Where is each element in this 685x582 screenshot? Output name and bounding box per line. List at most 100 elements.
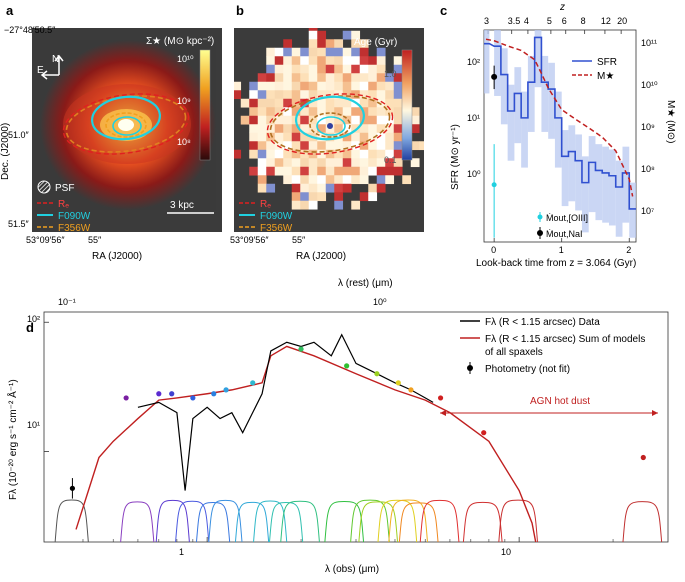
filter-curve bbox=[120, 501, 155, 542]
age-pixel bbox=[334, 175, 344, 185]
age-pixel bbox=[274, 90, 284, 100]
age-pixel bbox=[368, 166, 378, 176]
sfr-band bbox=[575, 134, 582, 211]
age-pixel bbox=[334, 200, 344, 210]
age-pixel bbox=[283, 132, 293, 142]
age-pixel bbox=[376, 90, 386, 100]
photometry-point bbox=[395, 380, 401, 386]
age-pixel bbox=[283, 141, 293, 151]
age-pixel bbox=[300, 81, 310, 91]
age-pixel bbox=[266, 166, 276, 176]
age-pixel bbox=[283, 149, 293, 159]
age-pixel bbox=[359, 175, 369, 185]
age-pixel bbox=[368, 98, 378, 108]
age-pixel bbox=[359, 64, 369, 74]
panel-d-ylabel: Fλ (10⁻²⁰ erg s⁻¹ cm⁻² Å⁻¹) bbox=[6, 379, 19, 500]
filter-curve bbox=[54, 499, 89, 542]
panel-c-xlabel: Look-back time from z = 3.064 (Gyr) bbox=[476, 258, 636, 269]
panel-a-ytick-0: −27°48′50.5″ bbox=[4, 25, 56, 35]
legend-c-sfr: SFR bbox=[597, 57, 617, 68]
age-pixel bbox=[291, 200, 301, 210]
age-pixel bbox=[317, 39, 327, 49]
age-pixel bbox=[308, 39, 318, 49]
age-pixel bbox=[359, 166, 369, 176]
age-pixel bbox=[266, 132, 276, 142]
age-pixel bbox=[351, 175, 361, 185]
filter-curve bbox=[208, 499, 243, 542]
panel-c-right-tick-0: 10¹¹ bbox=[641, 38, 657, 48]
age-pixel bbox=[308, 73, 318, 83]
age-pixel bbox=[308, 28, 318, 32]
colorbar-a-tick-2: 10⁸ bbox=[177, 137, 191, 147]
photometry-point bbox=[223, 387, 229, 393]
age-pixel bbox=[325, 166, 335, 176]
legend-a-f090w: F090W bbox=[58, 211, 91, 222]
age-pixel bbox=[376, 115, 386, 125]
age-pixel bbox=[266, 90, 276, 100]
photometry-point bbox=[408, 387, 414, 393]
model-spectrum bbox=[75, 345, 537, 542]
age-pixel bbox=[283, 39, 293, 49]
outflow-point bbox=[491, 182, 497, 188]
legend-d-data: Fλ (R < 1.15 arcsec) Data bbox=[485, 317, 600, 328]
panel-d-label: d bbox=[26, 320, 34, 335]
age-pixel bbox=[368, 141, 378, 151]
age-pixel bbox=[274, 64, 284, 74]
panel-b-xtick-0: 53°09′56″ bbox=[230, 235, 269, 245]
age-pixel bbox=[334, 183, 344, 193]
age-pixel bbox=[257, 141, 267, 151]
panel-d-ytick-1: 10¹ bbox=[27, 420, 40, 430]
age-pixel bbox=[308, 175, 318, 185]
age-pixel bbox=[342, 98, 352, 108]
age-pixel bbox=[325, 98, 335, 108]
age-pixel bbox=[334, 124, 344, 134]
age-pixel bbox=[283, 56, 293, 66]
age-pixel bbox=[300, 56, 310, 66]
colorbar-a bbox=[199, 49, 211, 161]
panel-c-bottom-ticks: 0 1 2 bbox=[491, 238, 631, 255]
c-top-tick-label: 12 bbox=[601, 16, 611, 26]
age-pixel bbox=[317, 124, 327, 134]
age-pixel bbox=[266, 56, 276, 66]
age-pixel bbox=[393, 107, 403, 117]
agn-arrow bbox=[440, 410, 658, 416]
age-pixel bbox=[334, 81, 344, 91]
age-pixel bbox=[257, 81, 267, 91]
age-pixel bbox=[351, 124, 361, 134]
sfr-band bbox=[514, 67, 522, 144]
age-pixel bbox=[342, 124, 352, 134]
panel-a-ytick-1: 51.0″ bbox=[8, 130, 30, 140]
age-pixel bbox=[385, 166, 395, 176]
age-pixel bbox=[300, 47, 310, 57]
age-pixel bbox=[334, 39, 344, 49]
panel-c-plot bbox=[484, 30, 636, 238]
age-pixel bbox=[393, 90, 403, 100]
age-pixel bbox=[351, 90, 361, 100]
age-pixel bbox=[274, 56, 284, 66]
legend-b-f356w: F356W bbox=[260, 223, 293, 234]
age-pixel bbox=[266, 98, 276, 108]
age-pixel bbox=[351, 81, 361, 91]
age-pixel bbox=[283, 124, 293, 134]
age-pixel bbox=[342, 166, 352, 176]
age-pixel bbox=[283, 115, 293, 125]
age-pixel bbox=[376, 124, 386, 134]
panel-c-ylabel-right: M★ (M⊙) bbox=[665, 100, 676, 143]
c-top-tick-label: 20 bbox=[617, 16, 627, 26]
age-pixel bbox=[368, 149, 378, 159]
age-pixel bbox=[308, 149, 318, 159]
age-pixel bbox=[300, 183, 310, 193]
age-pixel bbox=[257, 149, 267, 159]
age-pixel bbox=[300, 124, 310, 134]
age-pixel bbox=[274, 149, 284, 159]
filter-curve bbox=[419, 499, 460, 542]
age-pixel bbox=[325, 107, 335, 117]
age-pixel bbox=[342, 115, 352, 125]
age-pixel bbox=[376, 149, 386, 159]
age-pixel bbox=[342, 141, 352, 151]
age-pixel bbox=[308, 107, 318, 117]
age-pixel bbox=[291, 132, 301, 142]
age-pixel bbox=[266, 81, 276, 91]
age-pixel bbox=[300, 64, 310, 74]
panel-b-map bbox=[234, 28, 424, 232]
